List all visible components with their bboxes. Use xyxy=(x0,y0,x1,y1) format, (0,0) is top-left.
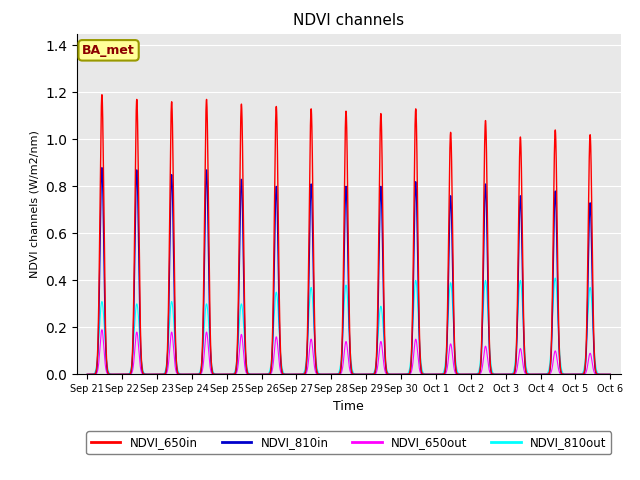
Legend: NDVI_650in, NDVI_810in, NDVI_650out, NDVI_810out: NDVI_650in, NDVI_810in, NDVI_650out, NDV… xyxy=(86,432,611,454)
Y-axis label: NDVI channels (W/m2/nm): NDVI channels (W/m2/nm) xyxy=(29,130,40,278)
X-axis label: Time: Time xyxy=(333,400,364,413)
Text: BA_met: BA_met xyxy=(82,44,135,57)
Title: NDVI channels: NDVI channels xyxy=(293,13,404,28)
